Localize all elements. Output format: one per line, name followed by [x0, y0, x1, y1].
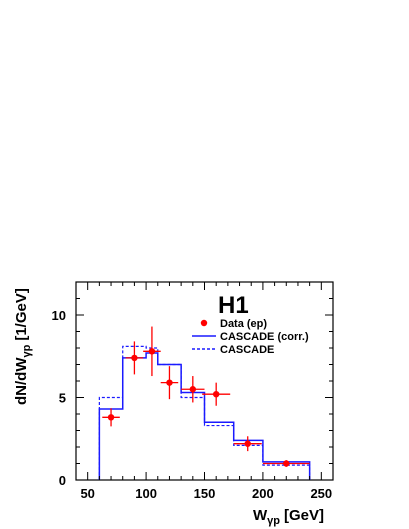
data-point-marker: [189, 386, 197, 393]
x-tick-label: 200: [252, 486, 274, 501]
x-axis-title-subscript: γp: [267, 515, 280, 527]
x-tick-label: 50: [80, 486, 94, 501]
histogram-cascade-corr: [98, 352, 311, 480]
x-tick-label: 250: [310, 486, 332, 501]
y-tick-label: 0: [59, 473, 66, 488]
data-point: [202, 382, 231, 406]
x-tick-label: 100: [135, 486, 157, 501]
data-point: [125, 341, 144, 375]
legend-entry-data: Data (ep): [200, 318, 267, 330]
y-axis-title-main: dN/dW: [13, 357, 30, 405]
data-point-marker: [212, 391, 220, 398]
plot-frame: [75, 281, 334, 481]
x-tick-label: 150: [194, 486, 216, 501]
legend-entry-cascade: CASCADE: [192, 344, 274, 356]
data-point: [181, 376, 205, 403]
axes-layer: 50 100 150 200 250 0 5 10: [52, 281, 334, 501]
x-axis-title: Wγp [GeV]: [253, 507, 324, 527]
data-point: [262, 460, 310, 467]
legend-label: CASCADE: [220, 344, 274, 356]
legend-entry-cascade-corr: CASCADE (corr.): [192, 331, 309, 343]
legend-label: CASCADE (corr.): [220, 331, 309, 343]
y-axis-title: dN/dWγp [1/GeV]: [13, 288, 33, 405]
x-axis-title-unit: [GeV]: [284, 507, 324, 524]
y-tick-label: 10: [52, 308, 66, 323]
data-point-marker: [283, 460, 290, 467]
data-point-marker: [131, 354, 138, 362]
legend-marker-data: [200, 319, 208, 327]
data-point: [102, 408, 120, 427]
x-axis-title-main: W: [253, 507, 268, 524]
legend: Data (ep)CASCADE (corr.)CASCADE: [192, 318, 309, 356]
data-point-marker: [107, 414, 115, 421]
data-point: [143, 326, 161, 377]
y-axis-title-subscript: γp: [21, 344, 33, 357]
y-axis-title-unit: [1/GeV]: [13, 288, 30, 341]
data-point: [160, 366, 179, 400]
data-point-marker: [148, 348, 156, 355]
data-points-layer: [102, 326, 310, 467]
data-point-marker: [244, 440, 251, 447]
plot-area: [75, 281, 334, 481]
data-point-marker: [166, 379, 173, 386]
legend-label: Data (ep): [220, 318, 267, 330]
y-tick-label: 5: [59, 391, 66, 406]
histogram-layer: [98, 345, 311, 480]
data-point: [233, 436, 262, 452]
histogram-cascade: [98, 345, 311, 480]
h1-logo: H1: [218, 292, 249, 319]
